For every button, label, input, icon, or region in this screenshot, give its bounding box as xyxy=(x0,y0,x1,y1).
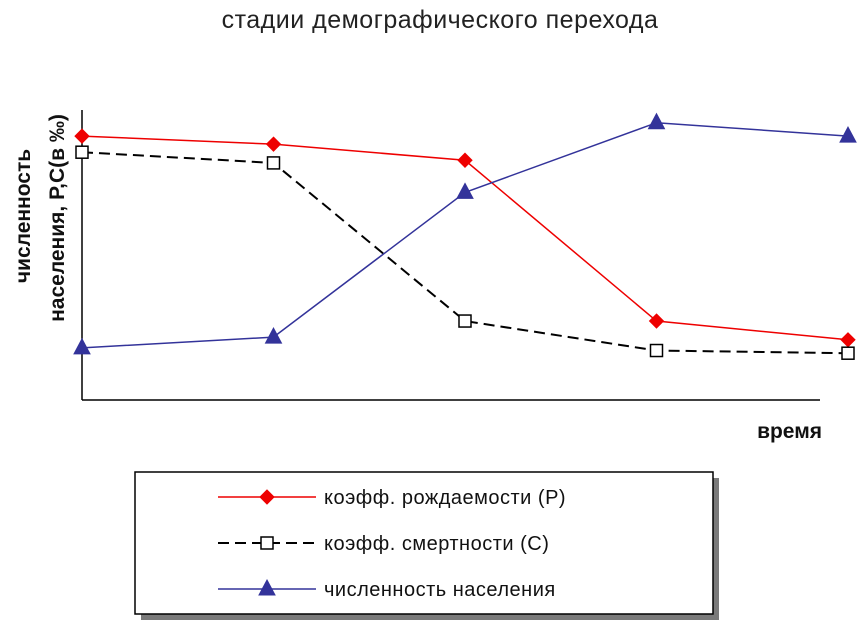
data-point xyxy=(841,346,855,360)
legend-box xyxy=(134,471,714,615)
data-point xyxy=(74,128,90,144)
data-point xyxy=(73,337,91,355)
legend-marker xyxy=(258,578,276,596)
y-axis-label: численность населения, Р,С(в ‰) xyxy=(12,114,69,322)
y-axis-label-line1: численность xyxy=(12,149,35,283)
series-2 xyxy=(75,145,855,360)
data-point xyxy=(649,343,664,358)
data-point xyxy=(266,156,281,170)
legend-label: коэфф. смертности (С) xyxy=(324,533,549,555)
legend-item-2: коэфф. смертности (С) xyxy=(218,533,549,555)
y-axis-label-line2: населения, Р,С(в ‰) xyxy=(46,114,69,322)
series-layer xyxy=(73,112,857,360)
x-axis-label: время xyxy=(757,420,822,443)
data-point xyxy=(840,332,856,348)
data-point xyxy=(458,314,472,328)
series-line-2 xyxy=(81,151,849,355)
legend-label: коэфф. рождаемости (Р) xyxy=(324,487,566,509)
series-1 xyxy=(74,128,856,348)
legend-marker xyxy=(260,536,274,550)
legend-item-1: коэфф. рождаемости (Р) xyxy=(218,487,566,509)
legend-label: численность населения xyxy=(324,579,556,601)
legend-item-3: численность населения xyxy=(218,578,556,601)
data-point xyxy=(648,313,665,329)
data-point xyxy=(839,126,857,143)
legend: коэфф. рождаемости (Р) коэфф. смертности … xyxy=(218,487,566,601)
data-point xyxy=(647,112,666,130)
data-point xyxy=(456,182,474,199)
data-point xyxy=(75,145,89,159)
data-point xyxy=(265,136,282,152)
data-point xyxy=(264,327,283,344)
series-3 xyxy=(73,112,857,355)
chart-title: стадии демографического перехода xyxy=(222,6,659,34)
data-point xyxy=(457,152,473,168)
legend-marker xyxy=(259,489,275,505)
